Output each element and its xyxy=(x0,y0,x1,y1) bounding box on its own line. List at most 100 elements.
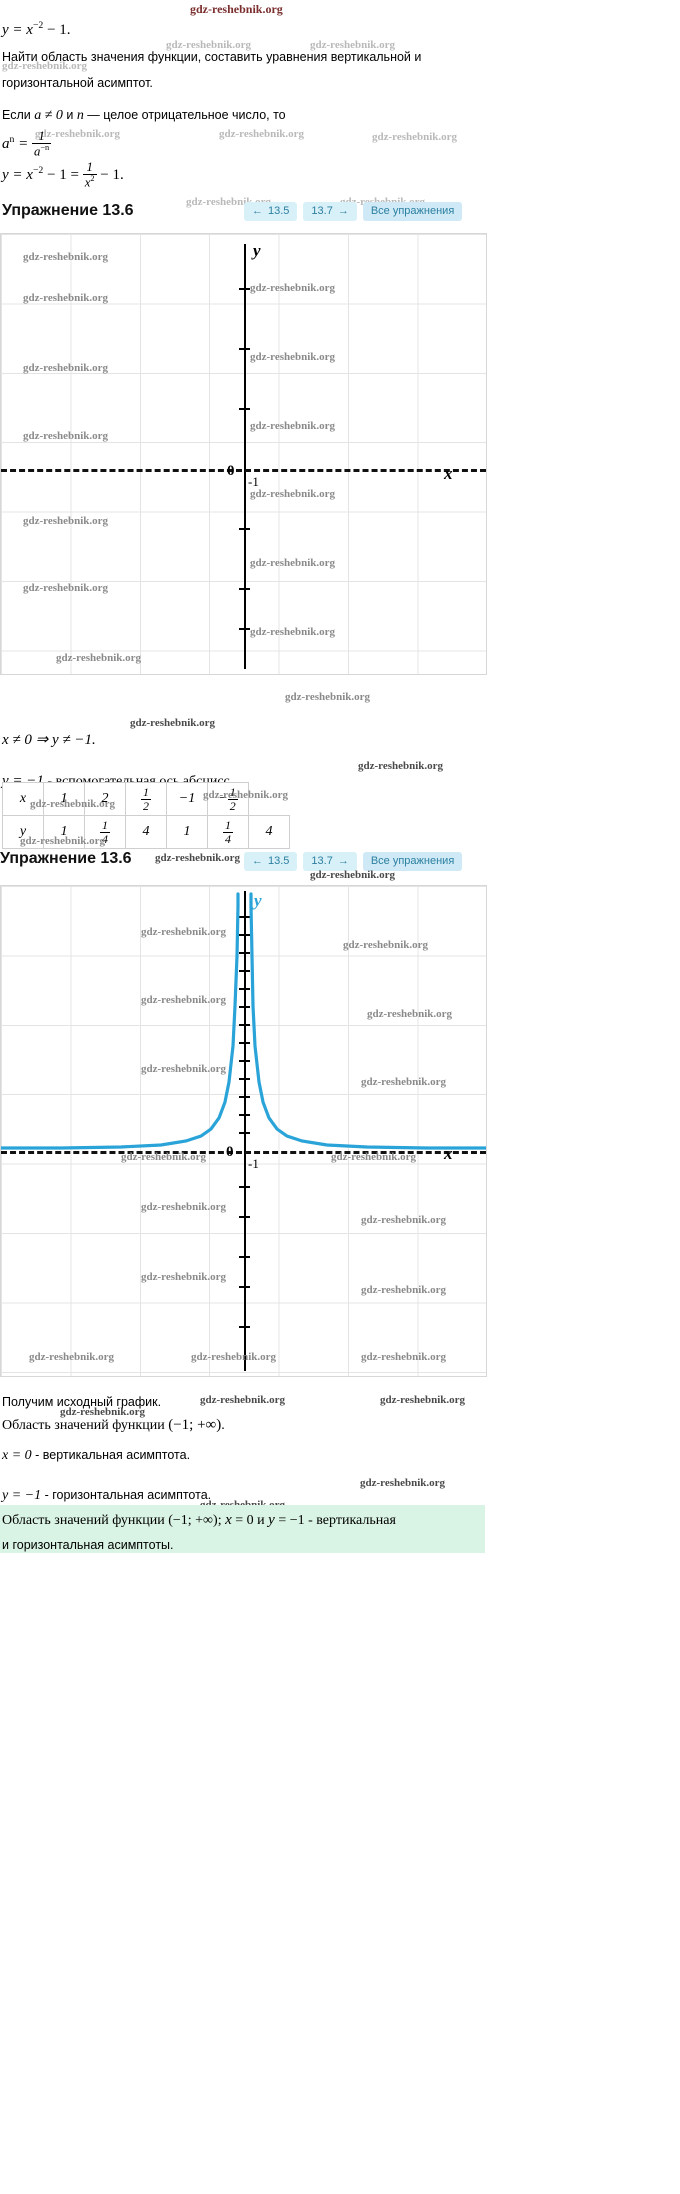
graph-1: y x 0 -1 gdz-reshebnik.org gdz-reshebnik… xyxy=(0,233,487,675)
graph-2-tick xyxy=(239,1326,250,1328)
answer-line-1: Область значений функции (−1; +∞); x = 0… xyxy=(2,1512,396,1528)
intro-line-1: Найти область значения функции, составит… xyxy=(2,50,422,64)
watermark: gdz-reshebnik.org xyxy=(250,420,336,432)
graph-2-tick xyxy=(239,1114,250,1116)
table-row-y-header: y xyxy=(2,815,44,849)
arrow-left-icon: ← xyxy=(252,855,263,867)
all-exercises-button[interactable]: Все упражнения xyxy=(362,852,463,871)
answer-highlight xyxy=(0,1505,485,1553)
watermark: gdz-reshebnik.org xyxy=(23,515,109,527)
table-cell: 1 xyxy=(166,815,208,849)
conclusion-line-1: Получим исходный график. xyxy=(2,1395,162,1409)
graph-2-tick xyxy=(239,1024,250,1026)
graph-1-tick xyxy=(239,408,250,410)
prev-exercise-button[interactable]: ← 13.5 xyxy=(244,202,298,221)
graph-2-neg-one-label: -1 xyxy=(248,1156,259,1171)
conclusion-line-2: Область значений функции (−1; +∞). xyxy=(2,1417,225,1433)
graph-2-y-axis xyxy=(244,891,246,1371)
watermark: gdz-reshebnik.org xyxy=(250,488,336,500)
watermark: gdz-reshebnik.org xyxy=(250,626,336,638)
formula-2-num: 1 xyxy=(32,129,52,145)
graph-2-tick xyxy=(239,1006,250,1008)
table-cell: 2 xyxy=(84,782,126,816)
watermark: gdz-reshebnik.org xyxy=(23,582,109,594)
watermark: gdz-reshebnik.org xyxy=(380,1394,466,1406)
table-cell: 4 xyxy=(248,815,290,849)
graph-2-curve xyxy=(1,892,486,1150)
graph-2-y-label: y xyxy=(254,891,262,910)
watermark: gdz-reshebnik.org xyxy=(358,760,444,772)
graph-2-origin-label: 0 xyxy=(226,1144,234,1160)
graph-2-x-axis-dashed xyxy=(1,1151,486,1154)
table-cell: −1 2 xyxy=(207,782,249,816)
graph-2-x-label: x xyxy=(444,1144,453,1163)
graph-2-tick xyxy=(239,988,250,990)
graph-1-x-label: x xyxy=(444,464,453,483)
next-exercise-button[interactable]: 13.7 → xyxy=(303,202,357,221)
intro-line-2: горизонтальной асимптот. xyxy=(2,76,153,90)
graph-1-tick xyxy=(239,588,250,590)
all-exercises-button[interactable]: Все упражнения xyxy=(362,202,463,221)
graph-2-tick xyxy=(239,1096,250,1098)
arrow-right-icon: → xyxy=(337,855,349,867)
watermark: gdz-reshebnik.org xyxy=(190,2,283,16)
answer-line-2: и горизонтальная асимптоты. xyxy=(2,1538,174,1552)
intro-line-3: Если a ≠ 0 и n — целое отрицательное чис… xyxy=(2,108,286,124)
prev-exercise-button[interactable]: ← 13.5 xyxy=(244,852,298,871)
watermark: gdz-reshebnik.org xyxy=(360,1477,446,1489)
all-exercises-label: Все упражнения xyxy=(370,205,455,217)
conclusion-line-4: y = −1 - горизонтальная асимптота. xyxy=(2,1488,212,1503)
watermark: gdz-reshebnik.org xyxy=(219,128,305,140)
graph-1-tick xyxy=(239,628,250,630)
table-cell: −1 xyxy=(166,782,208,816)
watermark: gdz-reshebnik.org xyxy=(250,557,336,569)
watermark: gdz-reshebnik.org xyxy=(200,1394,286,1406)
graph-2-tick xyxy=(239,952,250,954)
graph-2-tick xyxy=(239,1216,250,1218)
intro-formula-3: y = x−2 − 1 = 1 x2 − 1. xyxy=(2,160,124,190)
prev-exercise-label: 13.5 xyxy=(268,855,290,867)
graph-2-tick xyxy=(239,1060,250,1062)
prev-exercise-label: 13.5 xyxy=(268,205,290,217)
watermark: gdz-reshebnik.org xyxy=(250,282,336,294)
intro-line-3-math: a ≠ 0 xyxy=(34,108,63,123)
graph-1-origin-label: 0 xyxy=(227,463,235,479)
graph-2-tick xyxy=(239,1256,250,1258)
graph-2-tick xyxy=(239,934,250,936)
graph-2-tick xyxy=(239,1042,250,1044)
intro-formula-2: an = 1 a−n xyxy=(2,129,52,159)
conclusion-line-3: x = 0 - вертикальная асимптота. xyxy=(2,1448,191,1463)
watermark: gdz-reshebnik.org xyxy=(372,131,458,143)
graph-1-y-label: y xyxy=(253,241,261,260)
watermark: gdz-reshebnik.org xyxy=(23,251,109,263)
intro-line-3-prefix: Если xyxy=(2,108,35,122)
graph-2-tick xyxy=(239,970,250,972)
exercise-2-title: Упражнение 13.6 xyxy=(0,850,132,867)
graph-1-y-axis xyxy=(244,244,246,669)
arrow-left-icon: ← xyxy=(252,205,263,217)
next-exercise-button[interactable]: 13.7 → xyxy=(303,852,357,871)
exercise-2-nav[interactable]: ← 13.5 13.7 → Все упражнения xyxy=(244,852,463,871)
all-exercises-label: Все упражнения xyxy=(370,855,455,867)
graph-2-tick xyxy=(239,1286,250,1288)
graph-1-tick xyxy=(239,528,250,530)
intro-formula-1: y = x−2 − 1. xyxy=(2,20,71,38)
graph-2: y x 0 -1 gdz-reshebnik.org gdz-reshebnik… xyxy=(0,885,487,1377)
middle-condition: x ≠ 0 ⇒ y ≠ −1. xyxy=(2,732,96,748)
intro-line-3-mid: и xyxy=(62,108,77,122)
table-row-x-header: x xyxy=(2,782,44,816)
graph-2-tick xyxy=(239,1132,250,1134)
table-cell: 1 xyxy=(43,782,85,816)
watermark: gdz-reshebnik.org xyxy=(23,292,109,304)
next-exercise-label: 13.7 xyxy=(311,855,333,867)
watermark: gdz-reshebnik.org xyxy=(155,852,241,864)
exercise-1-nav[interactable]: ← 13.5 13.7 → Все упражнения xyxy=(244,202,463,221)
next-exercise-label: 13.7 xyxy=(311,205,333,217)
table-cell: 1 xyxy=(43,815,85,849)
